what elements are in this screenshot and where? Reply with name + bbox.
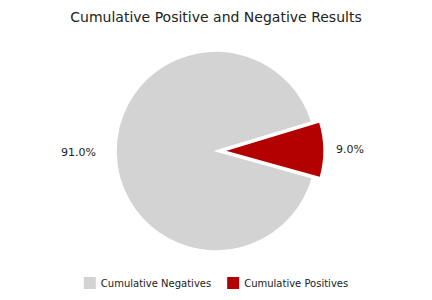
legend-swatch	[84, 277, 96, 289]
legend-item: Cumulative Negatives	[84, 277, 211, 289]
pie: 91.0% 9.0%	[61, 51, 364, 251]
pie-slice	[224, 122, 324, 178]
legend-label: Cumulative Negatives	[101, 278, 211, 289]
legend-swatch	[227, 277, 239, 289]
title: Cumulative Positive and Negative Results	[70, 9, 361, 25]
chart: Cumulative Positive and Negative Results…	[0, 0, 432, 300]
legend: Cumulative Negatives Cumulative Positives	[84, 277, 348, 289]
legend-item: Cumulative Positives	[227, 277, 348, 289]
data-label: 9.0%	[336, 143, 364, 156]
legend-label: Cumulative Positives	[244, 278, 348, 289]
data-label: 91.0%	[61, 146, 96, 159]
